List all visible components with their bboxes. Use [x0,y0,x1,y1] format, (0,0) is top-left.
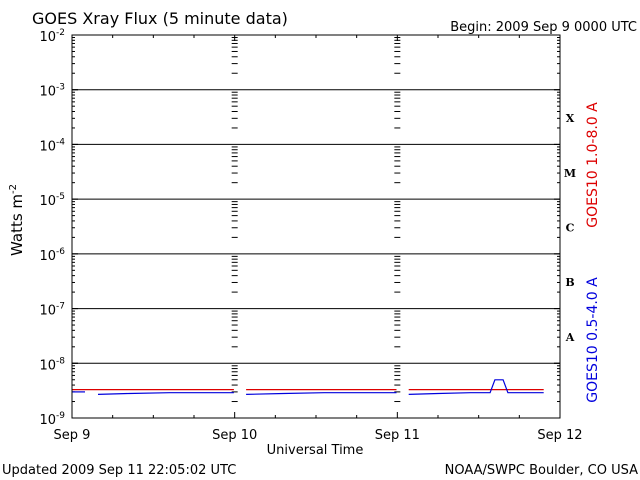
y-tick-label: 10-7 [39,302,65,319]
flare-class-x: X [566,112,575,125]
series-goes10-0-5-4-0-a-line [408,379,544,395]
y-tick-label: 10-2 [39,28,65,45]
credit-label: NOAA/SWPC Boulder, CO USA [445,463,638,478]
y-tick-label: 10-8 [39,356,65,373]
y-tick-label-exponent: -6 [56,247,65,257]
flare-class-b: B [565,276,574,289]
y-tick-label: 10-3 [39,83,65,100]
x-tick-label: Sep 9 [54,428,91,443]
updated-timestamp: Updated 2009 Sep 11 22:05:02 UTC [2,463,236,478]
y-tick-label-base: 10 [39,194,56,209]
y-tick-label: 10-4 [39,137,65,154]
x-tick-labels: Sep 9 Sep 10 Sep 11 Sep 12 [54,428,583,443]
legend-short-channel: GOES10 0.5-4.0 A [585,277,601,403]
y-tick-label-base: 10 [39,413,56,428]
y-tick-label-base: 10 [39,139,56,154]
y-tick-label-base: 10 [39,358,56,373]
y-tick-label: 10-9 [39,411,65,428]
y-tick-label-exponent: -9 [56,411,65,421]
x-tick-label: Sep 10 [212,428,257,443]
x-axis-label: Universal Time [267,443,364,458]
flare-class-labels: A B C M X [564,112,576,344]
y-tick-label-exponent: -3 [56,83,65,93]
y-tick-label-exponent: -2 [56,28,65,38]
horizontal-grid [72,89,560,364]
series-goes10-0-5-4-0-a-line [97,392,234,395]
y-axis-label-exponent: -2 [8,184,19,194]
flare-class-m: M [564,167,576,180]
y-tick-label-base: 10 [39,30,56,45]
y-tick-label-exponent: -5 [56,192,65,202]
y-tick-labels: 10-910-810-710-610-510-410-310-2 [39,28,65,428]
flare-class-a: A [565,331,575,344]
y-axis-label: Watts m-2 [8,184,26,256]
y-tick-label-base: 10 [39,304,56,319]
y-tick-label: 10-5 [39,192,65,209]
y-tick-label-exponent: -4 [56,137,65,147]
y-tick-label-exponent: -7 [56,302,65,312]
legend-long-channel: GOES10 1.0-8.0 A [585,102,601,228]
begin-time-label: Begin: 2009 Sep 9 0000 UTC [450,20,637,35]
chart-title: GOES Xray Flux (5 minute data) [32,9,288,28]
y-tick-label-base: 10 [39,85,56,100]
y-tick-label-exponent: -8 [56,356,65,366]
data-lines [72,379,544,395]
y-axis-label-text: Watts m [8,194,26,256]
x-tick-label: Sep 12 [537,428,582,443]
axis-ticks [71,34,561,419]
flare-class-c: C [566,222,575,235]
plot-frame [71,34,561,419]
x-tick-label: Sep 11 [375,428,420,443]
y-tick-label: 10-6 [39,247,65,264]
y-tick-label-base: 10 [39,249,56,264]
series-goes10-0-5-4-0-a-line [246,392,397,395]
